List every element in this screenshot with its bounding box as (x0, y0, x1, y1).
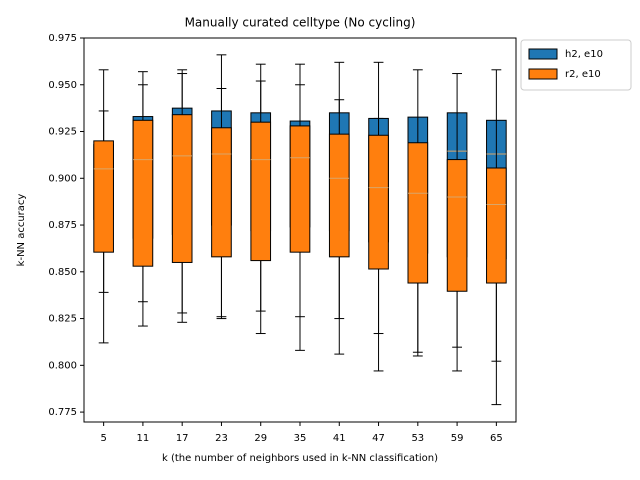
box (289, 125, 311, 253)
legend-label: r2, e10 (565, 69, 601, 80)
legend-swatch (528, 48, 558, 60)
box (446, 159, 468, 292)
x-tick-label: 29 (254, 433, 267, 444)
plot-area: 0.775 0.800 0.825 0.850 0.875 0.900 0.925 0.950… (48, 33, 632, 444)
box (250, 121, 272, 262)
box (171, 114, 193, 263)
box (93, 140, 114, 253)
legend-swatch (528, 68, 558, 80)
y-tick-label: 0.825 (48, 314, 77, 325)
y-tick-label: 0.925 (48, 127, 77, 138)
x-tick-label: 59 (451, 433, 464, 444)
y-tick-label: 0.950 (48, 80, 77, 91)
y-axis-label: k-NN accuracy (16, 194, 27, 267)
legend-label: h2, e10 (565, 49, 603, 60)
box (486, 167, 507, 284)
box (328, 133, 350, 258)
x-tick-label: 53 (411, 433, 424, 444)
box (211, 127, 232, 258)
y-tick-label: 0.900 (48, 173, 77, 184)
box (407, 142, 429, 284)
y-tick-label: 0.850 (48, 267, 77, 278)
x-tick-label: 65 (490, 433, 503, 444)
x-tick-label: 35 (294, 433, 307, 444)
y-tick-label: 0.975 (48, 33, 77, 44)
y-tick-label: 0.875 (48, 220, 77, 231)
x-axis-label: k (the number of neighbors used in k-NN … (162, 453, 438, 464)
y-tick-label: 0.800 (48, 360, 77, 371)
x-tick-label: 11 (137, 433, 150, 444)
legend-frame (520, 39, 632, 91)
x-tick-label: 47 (372, 433, 385, 444)
box (132, 119, 154, 267)
box (368, 134, 389, 270)
x-tick-label: 23 (215, 433, 228, 444)
x-tick-label: 41 (333, 433, 346, 444)
y-tick-label: 0.775 (48, 407, 77, 418)
x-tick-label: 5 (100, 433, 106, 444)
x-tick-label: 17 (176, 433, 189, 444)
axes-frame (83, 37, 517, 423)
chart-title: Manually curated celltype (No cycling) (185, 16, 416, 30)
